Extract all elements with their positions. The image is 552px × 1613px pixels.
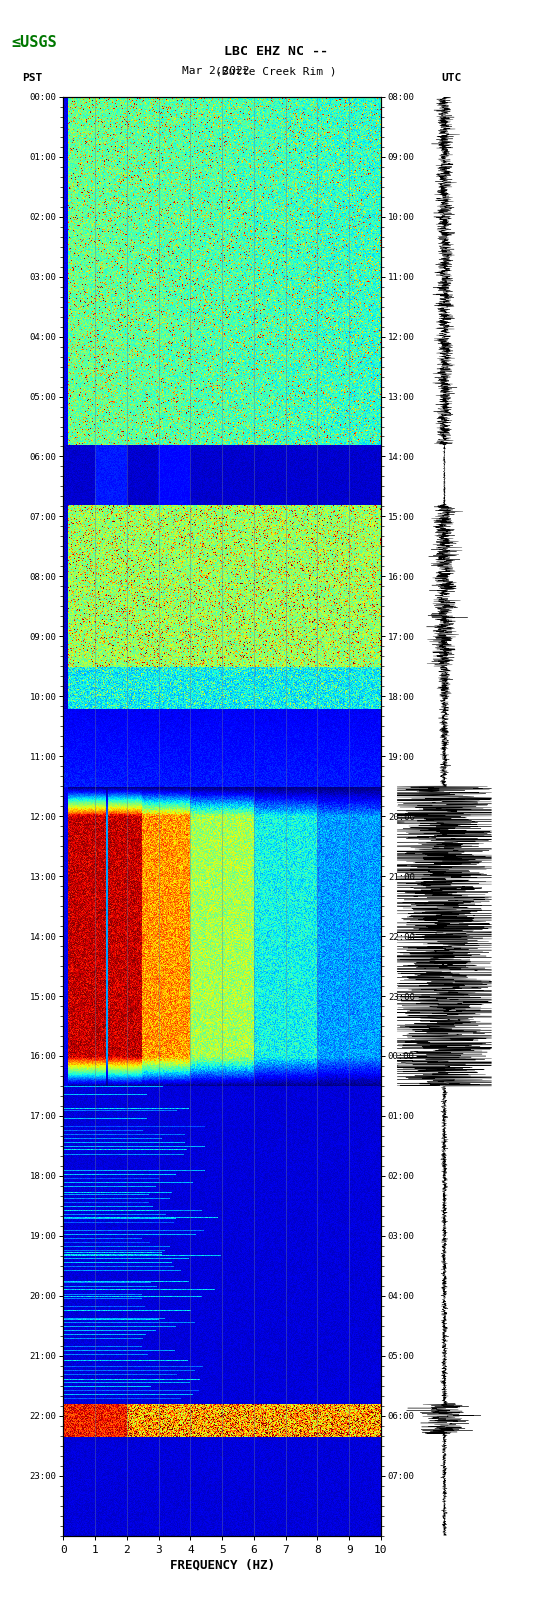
Text: UTC: UTC [442, 73, 462, 82]
Text: (Butte Creek Rim ): (Butte Creek Rim ) [215, 66, 337, 76]
Text: PST: PST [22, 73, 43, 82]
Text: ≤USGS: ≤USGS [11, 35, 57, 50]
X-axis label: FREQUENCY (HZ): FREQUENCY (HZ) [169, 1558, 275, 1571]
Text: LBC EHZ NC --: LBC EHZ NC -- [224, 45, 328, 58]
Text: Mar 2,2022: Mar 2,2022 [182, 66, 250, 76]
